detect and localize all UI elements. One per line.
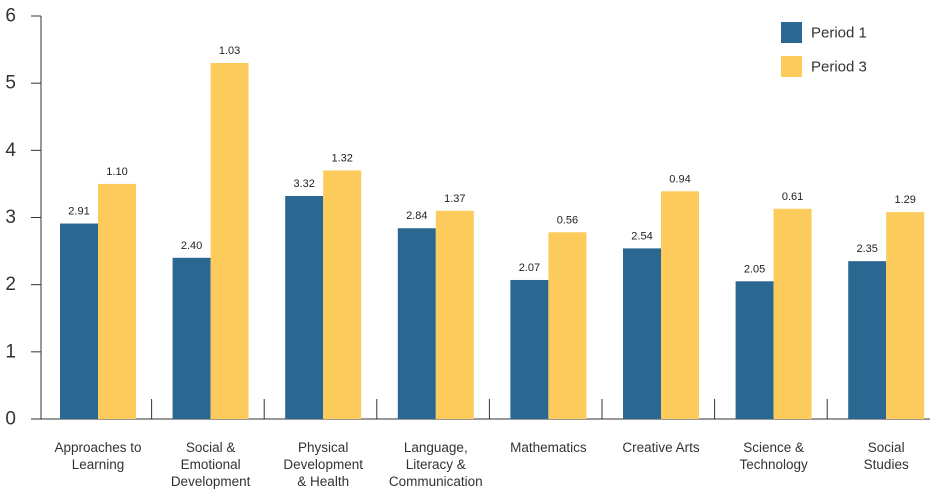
x-tick-label: & Health xyxy=(297,474,349,489)
bar-period-1 xyxy=(398,228,436,419)
legend: Period 1 Period 3 xyxy=(781,22,867,77)
bar-period-1 xyxy=(60,224,98,419)
x-tick-label: Learning xyxy=(72,457,125,472)
legend-label: Period 3 xyxy=(811,59,867,76)
x-tick-label: Language, xyxy=(404,440,468,455)
bar-period-3 xyxy=(323,170,361,419)
x-tick-label: Mathematics xyxy=(510,440,587,455)
data-label: 0.94 xyxy=(669,173,690,185)
x-tick-label: Approaches to xyxy=(54,440,141,455)
data-label: 2.54 xyxy=(631,230,652,242)
x-tick-label: Development xyxy=(283,457,363,472)
x-tick-label: Development xyxy=(171,474,251,489)
data-label: 2.40 xyxy=(181,240,202,252)
y-tick-label: 1 xyxy=(5,341,16,362)
bar-period-3 xyxy=(661,191,699,419)
data-label: 2.05 xyxy=(744,263,765,275)
data-label: 2.84 xyxy=(406,210,427,222)
data-label: 1.03 xyxy=(219,45,240,57)
y-tick-label: 3 xyxy=(5,207,16,228)
y-tick-label: 4 xyxy=(5,140,16,161)
data-label: 2.91 xyxy=(68,206,89,218)
x-tick-label: Social & xyxy=(186,440,236,455)
data-label: 1.29 xyxy=(894,194,915,206)
y-tick-label: 0 xyxy=(5,409,16,430)
data-label: 1.37 xyxy=(444,193,465,205)
bar-period-1 xyxy=(736,281,774,419)
bar-period-3 xyxy=(774,209,812,419)
bar-period-1 xyxy=(285,196,323,419)
legend-swatch xyxy=(781,56,802,77)
bar-period-1 xyxy=(848,261,886,419)
legend-swatch xyxy=(781,22,802,43)
x-tick-label: Social xyxy=(868,440,905,455)
data-label: 0.56 xyxy=(557,214,578,226)
x-tick-label: Science & xyxy=(743,440,804,455)
legend-label: Period 1 xyxy=(811,25,867,42)
bar-period-1 xyxy=(173,258,211,419)
x-tick-label: Communication xyxy=(389,474,483,489)
bar-period-3 xyxy=(98,184,136,419)
category-labels: Approaches to Learning Social & Emotional De… xyxy=(54,440,908,489)
bar-period-3 xyxy=(548,232,586,419)
data-label: 2.35 xyxy=(856,243,877,255)
x-tick-label: Emotional xyxy=(181,457,241,472)
bar-period-1 xyxy=(623,248,661,419)
data-label: 1.10 xyxy=(106,166,127,178)
data-label: 3.32 xyxy=(293,178,314,190)
y-tick-label: 2 xyxy=(5,274,16,295)
bar-period-3 xyxy=(436,211,474,419)
data-label: 2.07 xyxy=(519,262,540,274)
x-tick-label: Literacy & xyxy=(406,457,466,472)
x-tick-label: Creative Arts xyxy=(622,440,700,455)
x-tick-label: Technology xyxy=(739,457,808,472)
bar-period-3 xyxy=(886,212,924,419)
bar-period-3 xyxy=(211,63,249,419)
y-tick-label: 5 xyxy=(5,73,16,94)
bar-period-1 xyxy=(510,280,548,419)
x-tick-label: Physical xyxy=(298,440,348,455)
x-tick-label: Studies xyxy=(864,457,909,472)
y-tick-label: 6 xyxy=(5,6,16,27)
data-label: 1.32 xyxy=(331,152,352,164)
data-label: 0.61 xyxy=(782,191,803,203)
